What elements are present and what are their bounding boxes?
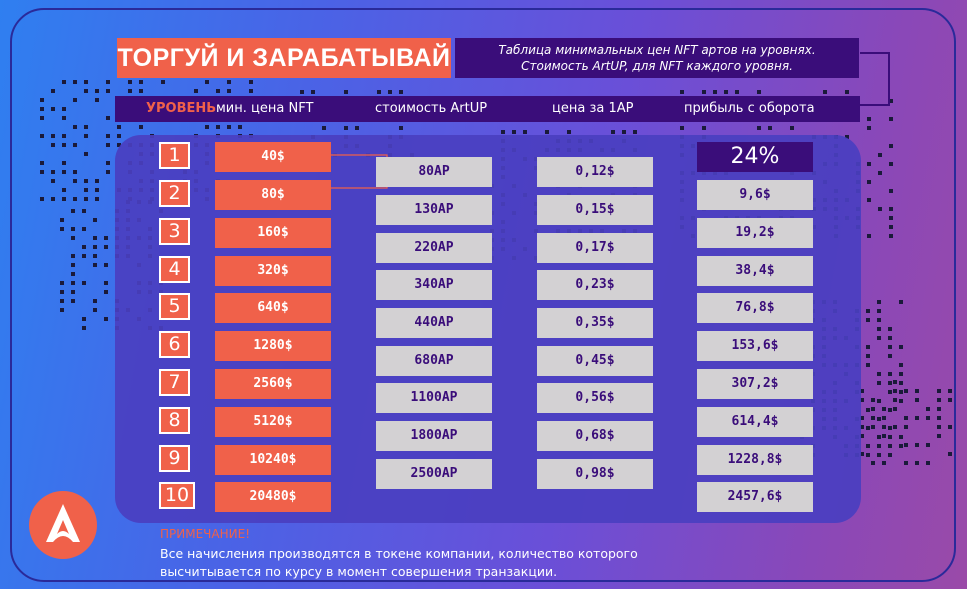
subtitle-bracket <box>860 52 890 106</box>
level-number: 4 <box>159 256 190 283</box>
note-title: ПРИМЕЧАНИЕ! <box>160 527 250 541</box>
table-header <box>115 96 860 122</box>
rate-cell: 0,23$ <box>537 270 653 300</box>
min-price-cell: 2560$ <box>215 369 331 399</box>
level-number: 1 <box>159 142 190 169</box>
note-line-2: высчитывается по курсу в момент совершен… <box>160 564 558 579</box>
subtitle-line-1: Таблица минимальных цен NFT артов на уро… <box>498 43 816 57</box>
header-min-price: мин. цена NFT <box>216 101 314 116</box>
header-rate: цена за 1АР <box>552 101 634 116</box>
outer-frame <box>10 8 956 582</box>
level-number: 6 <box>159 331 190 358</box>
page-title: ТОРГУЙ И ЗАРАБАТЫВАЙ <box>117 43 451 72</box>
cost-cell: 1100АР <box>376 383 492 413</box>
subtitle-banner: Таблица минимальных цен NFT артов на уро… <box>455 38 859 78</box>
min-price-cell: 80$ <box>215 180 331 210</box>
profit-cell: 2457,6$ <box>697 482 813 512</box>
artup-logo-icon <box>29 491 97 559</box>
profit-cell: 153,6$ <box>697 331 813 361</box>
min-price-cell: 10240$ <box>215 445 331 475</box>
min-price-cell: 5120$ <box>215 407 331 437</box>
level-number: 3 <box>159 218 190 245</box>
rate-cell: 0,45$ <box>537 346 653 376</box>
subtitle-line-2: Стоимость ArtUP, для NFT каждого уровня. <box>521 59 793 73</box>
level-number: 10 <box>159 482 195 509</box>
rate-cell: 0,15$ <box>537 195 653 225</box>
note-line-1: Все начисления производятся в токене ком… <box>160 546 638 561</box>
cost-cell: 2500АР <box>376 459 492 489</box>
profit-cell: 614,4$ <box>697 407 813 437</box>
cost-cell: 340АР <box>376 270 492 300</box>
header-cost: стоимость ArtUP <box>375 101 488 116</box>
min-price-cell: 320$ <box>215 256 331 286</box>
level-number: 2 <box>159 180 190 207</box>
profit-cell: 307,2$ <box>697 369 813 399</box>
header-level: УРОВЕНЬ <box>146 101 217 116</box>
cost-cell: 220АР <box>376 233 492 263</box>
note-text: Все начисления производятся в токене ком… <box>160 545 720 581</box>
min-price-cell: 160$ <box>215 218 331 248</box>
cost-cell: 440АР <box>376 308 492 338</box>
profit-cell: 76,8$ <box>697 293 813 323</box>
rate-cell: 0,98$ <box>537 459 653 489</box>
rate-cell: 0,17$ <box>537 233 653 263</box>
title-banner: ТОРГУЙ И ЗАРАБАТЫВАЙ <box>117 38 451 78</box>
level-number: 7 <box>159 369 190 396</box>
min-price-cell: 20480$ <box>215 482 331 512</box>
min-price-cell: 640$ <box>215 293 331 323</box>
cost-cell: 1800АР <box>376 421 492 451</box>
cost-cell: 130АР <box>376 195 492 225</box>
header-profit: прибыль с оборота <box>684 101 815 116</box>
profit-cell: 19,2$ <box>697 218 813 248</box>
rate-cell: 0,35$ <box>537 308 653 338</box>
cost-cell: 680АР <box>376 346 492 376</box>
profit-cell: 9,6$ <box>697 180 813 210</box>
level-number: 5 <box>159 293 190 320</box>
rate-cell: 0,56$ <box>537 383 653 413</box>
level-number: 8 <box>159 407 190 434</box>
level-number: 9 <box>159 445 190 472</box>
min-price-cell: 1280$ <box>215 331 331 361</box>
rate-cell: 0,12$ <box>537 157 653 187</box>
profit-cell: 1228,8$ <box>697 445 813 475</box>
profit-cell: 38,4$ <box>697 256 813 286</box>
cost-cell: 80АР <box>376 157 492 187</box>
rate-cell: 0,68$ <box>537 421 653 451</box>
profit-percent: 24% <box>697 142 813 172</box>
min-price-cell: 40$ <box>215 142 331 172</box>
